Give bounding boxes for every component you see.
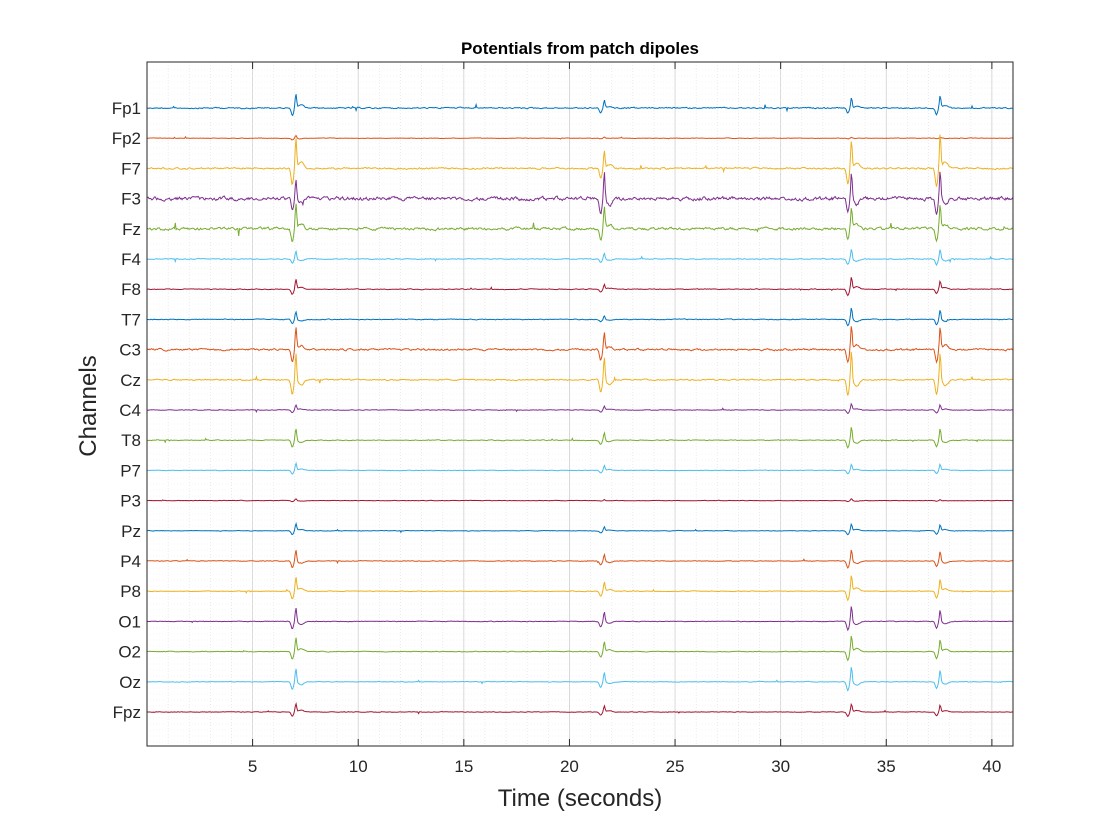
series-line-t7 — [147, 307, 1013, 327]
channel-label-fpz: Fpz — [113, 703, 141, 722]
channel-label-p8: P8 — [120, 582, 141, 601]
channel-label-p4: P4 — [120, 552, 141, 571]
channel-label-o2: O2 — [118, 643, 141, 662]
channel-label-f7: F7 — [121, 159, 141, 178]
channel-label-f8: F8 — [121, 280, 141, 299]
series-line-fz — [147, 203, 1013, 243]
series-line-f3 — [147, 171, 1014, 215]
x-axis-label: Time (seconds) — [498, 785, 662, 812]
channel-label-fp2: Fp2 — [112, 129, 141, 148]
series-line-p3 — [147, 498, 1013, 503]
x-tick-label: 40 — [982, 757, 1001, 776]
series-line-fp2 — [147, 134, 1013, 141]
channel-label-t8: T8 — [121, 431, 141, 450]
channel-label-pz: Pz — [121, 522, 141, 541]
channel-label-fp1: Fp1 — [112, 99, 141, 118]
series-line-p7 — [147, 461, 1013, 475]
channel-label-t7: T7 — [121, 310, 141, 329]
channel-label-c4: C4 — [119, 401, 141, 420]
channel-label-p3: P3 — [120, 492, 141, 511]
x-tick-label: 30 — [771, 757, 790, 776]
series-line-oz — [147, 667, 1013, 692]
x-tick-label: 10 — [349, 757, 368, 776]
channel-label-fz: Fz — [122, 220, 141, 239]
x-tick-label: 25 — [666, 757, 685, 776]
series-line-c3 — [147, 326, 1013, 364]
channel-label-p7: P7 — [120, 461, 141, 480]
series-line-o2 — [147, 635, 1013, 662]
channel-label-f4: F4 — [121, 250, 141, 269]
series-line-c4 — [147, 402, 1013, 415]
series-line-p4 — [147, 549, 1013, 569]
x-tick-label: 35 — [877, 757, 896, 776]
series-line-f8 — [147, 277, 1013, 297]
chart-title: Potentials from patch dipoles — [461, 39, 699, 58]
series-line-fp1 — [147, 94, 1013, 117]
series-line-f7 — [147, 134, 1013, 187]
y-axis-label: Channels — [75, 355, 102, 456]
channel-labels: Fp1 Fp2 F7 F3 Fz F4 F8 T7 C3 Cz C4 T8 P7 P3 Pz P4 P8 O1 O2… — [112, 99, 141, 722]
channel-label-o1: O1 — [118, 612, 141, 631]
channel-label-c3: C3 — [119, 341, 141, 360]
x-tick-label: 15 — [454, 757, 473, 776]
x-ticks: 5 10 15 20 25 30 35 40 — [248, 62, 1001, 776]
series-line-o1 — [147, 606, 1013, 632]
x-tick-label: 20 — [560, 757, 579, 776]
series-line-fpz — [147, 701, 1013, 718]
channel-label-f3: F3 — [121, 190, 141, 209]
series-line-f4 — [147, 249, 1013, 267]
series-group — [147, 94, 1014, 718]
x-tick-label: 5 — [248, 757, 257, 776]
series-line-t8 — [147, 427, 1013, 449]
series-line-p8 — [147, 575, 1013, 602]
series-line-pz — [147, 521, 1013, 536]
series-line-cz — [147, 351, 1013, 396]
channel-label-oz: Oz — [119, 673, 141, 692]
grid — [146, 62, 1014, 746]
channel-label-cz: Cz — [120, 371, 141, 390]
plot-frame — [146, 61, 1014, 747]
